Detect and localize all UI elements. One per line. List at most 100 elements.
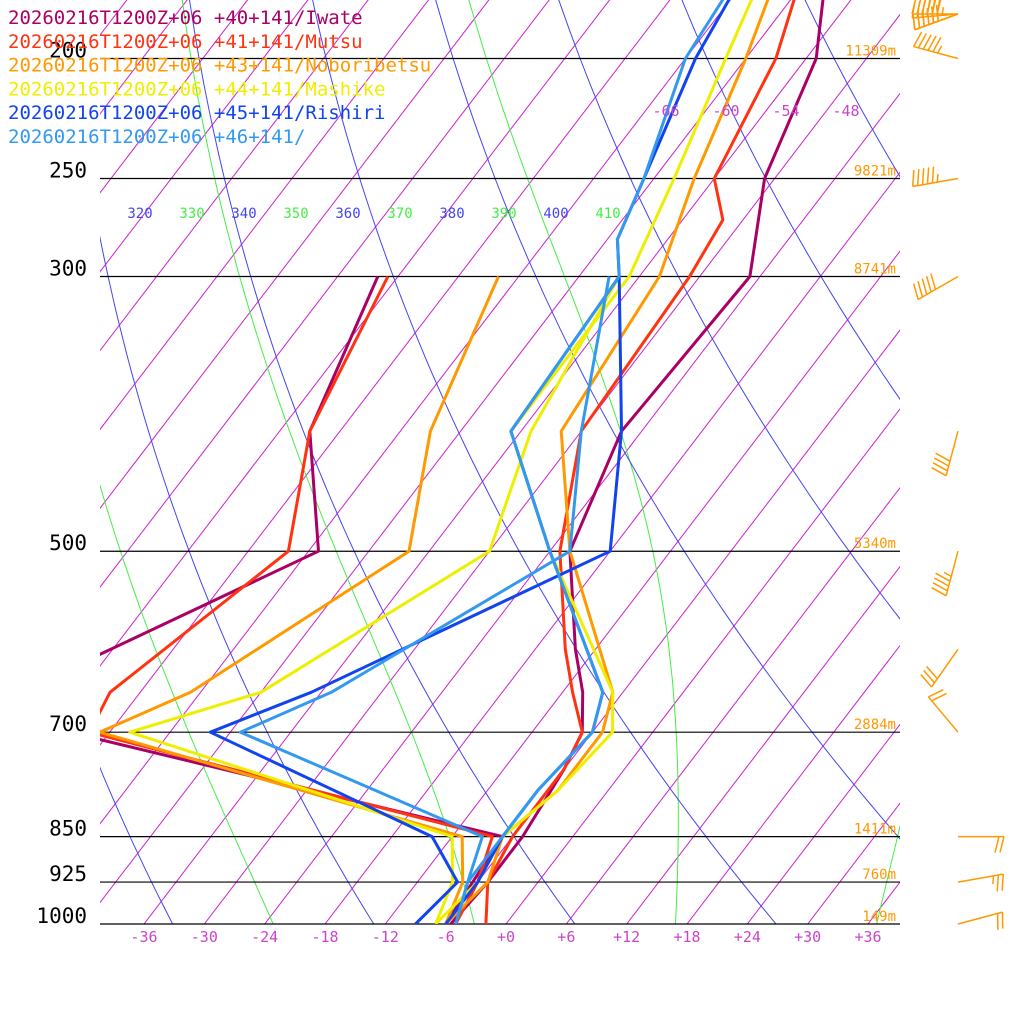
moist-adiabat-line xyxy=(876,824,900,924)
wind-barb-flag xyxy=(931,467,947,477)
wind-barb-flag xyxy=(935,572,951,582)
wind-barb-flag xyxy=(925,665,938,680)
upper-temperature-label: -48 xyxy=(832,102,859,120)
temperature-tick-label: -6 xyxy=(437,928,455,946)
isotherm-line xyxy=(100,0,550,588)
wind-barb-flag xyxy=(928,689,944,698)
wind-barb-flag xyxy=(931,0,937,15)
isotherms xyxy=(100,0,900,924)
isotherm-line xyxy=(100,0,731,825)
wind-barb-staff xyxy=(931,648,959,688)
dry-adiabat-line xyxy=(100,766,174,924)
isotherm-line xyxy=(100,0,490,510)
dewpoint-line-1 xyxy=(100,275,504,924)
dry-adiabat-line xyxy=(804,0,900,178)
wind-barb-flag xyxy=(936,0,942,15)
dry-adiabat-line xyxy=(100,235,375,924)
wind-barb-flag xyxy=(912,283,919,300)
wind-barb-flag xyxy=(911,0,917,15)
upper-temperature-label: -66 xyxy=(652,102,679,120)
height-label: 1411m xyxy=(854,822,896,838)
wind-barb-flag xyxy=(912,31,923,47)
height-label: 8741m xyxy=(854,262,896,278)
legend-entry: 20260216T1200Z+06 +45+141/Rishiri xyxy=(8,102,386,124)
upper-temperature-label: -60 xyxy=(712,102,739,120)
wind-barb-flag xyxy=(931,587,947,597)
pressure-tick-label: 300 xyxy=(49,257,87,281)
isotherm-line xyxy=(626,565,900,924)
isotherm-line xyxy=(143,0,852,924)
pressure-tick-label: 500 xyxy=(49,531,87,555)
isotherm-line xyxy=(324,171,900,924)
legend-entry: 20260216T1200Z+06 +44+141/Mashike xyxy=(8,78,386,100)
temperature-tick-label: +6 xyxy=(557,928,575,946)
height-label: 11309m xyxy=(845,43,896,59)
wind-barb-flag xyxy=(926,0,932,15)
wind-barb-flag xyxy=(926,167,930,184)
height-label: 9821m xyxy=(854,163,896,179)
wind-barb-flag xyxy=(932,462,948,472)
wind-barb-flag xyxy=(933,577,950,587)
temperature-tick-label: +30 xyxy=(794,928,821,946)
pressure-tick-label: 200 xyxy=(49,38,87,62)
wind-barb xyxy=(931,431,959,477)
legend-entry: 20260216T1200Z+06 +43+141/Noboribetsu xyxy=(8,55,431,77)
theta-label: 360 xyxy=(335,206,360,222)
wind-barb-flag xyxy=(917,33,928,49)
isotherm-line xyxy=(746,723,900,924)
isotherm-line xyxy=(203,13,900,924)
wind-barb-half-flag xyxy=(937,45,943,54)
wind-barb-staff xyxy=(913,45,959,60)
wind-barb-flag xyxy=(930,273,937,290)
wind-barb xyxy=(927,689,959,733)
wind-barb xyxy=(931,551,959,597)
temperature-tick-label: -24 xyxy=(251,928,278,946)
dry-adiabat-line xyxy=(735,0,1024,924)
wind-barb-staff xyxy=(945,431,959,476)
isotherm-line xyxy=(445,329,900,924)
dewpoint-line-5 xyxy=(208,276,623,924)
isotherm-line xyxy=(100,0,792,904)
wind-barb-flag xyxy=(916,0,922,15)
theta-label: 400 xyxy=(543,206,568,222)
theta-label: 380 xyxy=(439,206,464,222)
isotherm-line xyxy=(505,408,900,924)
theta-label: 350 xyxy=(283,206,308,222)
isotherm-line xyxy=(686,644,900,924)
wind-barb-flag xyxy=(935,452,951,462)
moist-adiabat-line xyxy=(468,0,679,924)
pressure-tick-label: 1000 xyxy=(36,904,87,928)
axis-labels: 1001502002503005007008509251000-36-30-24… xyxy=(36,38,896,946)
temperature-line-2 xyxy=(484,0,796,924)
theta-label: 390 xyxy=(491,206,516,222)
temperature-line-4 xyxy=(434,0,754,924)
wind-barb-staff xyxy=(917,275,959,301)
wind-barb-flag xyxy=(927,35,937,51)
dry-adiabat-line xyxy=(923,0,1024,924)
isotherm-line xyxy=(264,92,900,924)
wind-barb-flag xyxy=(917,280,924,298)
wind-barb xyxy=(912,273,959,301)
isotherm-line xyxy=(565,486,900,924)
dry-adiabat-line xyxy=(1017,0,1024,924)
wind-barb-half-flag xyxy=(992,875,995,885)
upper-temperature-label: -54 xyxy=(772,102,799,120)
wind-barb xyxy=(912,31,959,60)
wind-barb xyxy=(920,648,959,688)
dewpoint-line-3 xyxy=(100,275,500,924)
wind-barb-flag xyxy=(923,669,936,684)
temperature-tick-label: +24 xyxy=(734,928,761,946)
legend-entry: 20260216T1200Z+06 +46+141/ xyxy=(8,126,305,148)
wind-barb xyxy=(957,873,1005,892)
wind-barb-staff xyxy=(957,873,1004,883)
wind-barb-flag xyxy=(933,457,950,467)
height-label: 2884m xyxy=(854,717,896,733)
height-label: 5340m xyxy=(854,536,896,552)
sounding-series xyxy=(100,0,825,924)
wind-barb-flag xyxy=(999,836,1005,853)
wind-barb-flag xyxy=(1001,874,1005,891)
dry-adiabat-line xyxy=(189,0,576,924)
wind-barb xyxy=(957,911,1004,930)
temperature-tick-label: -18 xyxy=(311,928,338,946)
theta-label: 370 xyxy=(387,206,412,222)
